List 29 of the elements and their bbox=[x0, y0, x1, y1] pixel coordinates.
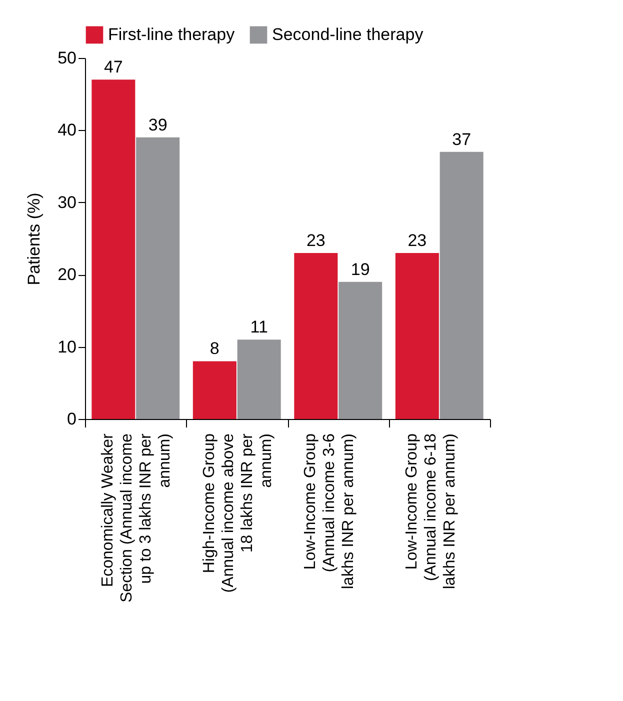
bar bbox=[395, 252, 439, 419]
y-axis-title: Patients (%) bbox=[24, 192, 44, 286]
bar bbox=[440, 152, 484, 419]
bar bbox=[136, 137, 180, 419]
data-label: 11 bbox=[250, 318, 268, 337]
data-label: 8 bbox=[210, 339, 220, 358]
legend-label: Second-line therapy bbox=[272, 24, 424, 44]
data-label: 23 bbox=[306, 230, 326, 250]
y-tick-label: 40 bbox=[58, 120, 76, 140]
bar bbox=[338, 282, 382, 419]
data-label: 19 bbox=[350, 260, 370, 279]
y-tick-label: 50 bbox=[58, 48, 76, 68]
data-label: 23 bbox=[408, 230, 427, 250]
bar bbox=[92, 80, 136, 419]
data-label: 47 bbox=[104, 58, 123, 77]
data-label: 39 bbox=[148, 115, 168, 134]
y-tick-label: 20 bbox=[58, 265, 76, 284]
y-tick-label: 0 bbox=[67, 410, 76, 428]
y-tick-label: 30 bbox=[58, 192, 76, 212]
bar bbox=[237, 340, 281, 419]
x-tick-label: High-Income Group (Annual income above 18 lakhs INR per annum) bbox=[200, 432, 275, 593]
x-tick-label: Low-Income Group (Annual income 6-18 lakhs INR per annum) bbox=[403, 433, 458, 590]
bar bbox=[192, 361, 236, 419]
y-tick-label: 10 bbox=[58, 337, 76, 356]
x-tick-label: Low-Income Group (Annual income 3-6 lakhs INR per annum) bbox=[302, 433, 358, 590]
legend-label: First-line therapy bbox=[108, 24, 236, 44]
data-label: 37 bbox=[452, 130, 472, 149]
bar bbox=[294, 252, 338, 419]
x-tick-label: Economically Weaker Section (Annual income up to 3 lakhs INR per annum) bbox=[100, 432, 174, 602]
